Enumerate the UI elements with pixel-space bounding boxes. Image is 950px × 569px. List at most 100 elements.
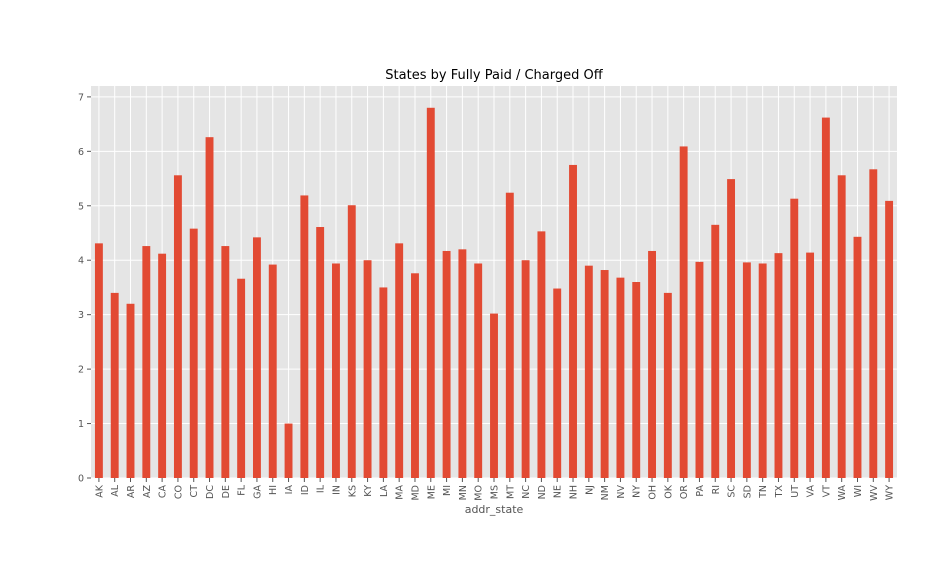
bar-DE [221, 246, 230, 478]
x-tick-label: NV [616, 485, 627, 499]
y-axis-ticks: 0 1 2 3 4 5 6 7 [78, 92, 91, 485]
bar-AL [110, 292, 119, 478]
bar-KS [347, 205, 356, 478]
bar-AK [94, 243, 103, 478]
y-tick-label: 6 [78, 147, 84, 158]
bar-CO [173, 175, 182, 479]
bar-HI [268, 264, 277, 478]
bar-OK [663, 292, 672, 478]
bar-ID [300, 195, 309, 478]
y-tick-label: 4 [78, 256, 84, 267]
x-tick-label: CT [189, 485, 200, 498]
bar-OH [648, 250, 656, 478]
bar-WY [885, 200, 894, 478]
bar-MN [458, 249, 467, 478]
bar-UT [790, 198, 799, 478]
bar-NM [600, 270, 609, 478]
bar-NE [553, 288, 562, 478]
x-tick-label: IN [331, 485, 342, 495]
x-tick-label: WY [885, 485, 896, 500]
x-tick-label: FL [237, 484, 248, 495]
x-tick-label: TN [758, 485, 769, 499]
bar-WV [869, 169, 878, 479]
bar-SD [742, 262, 751, 478]
bar-IN [332, 263, 340, 478]
bar-MO [474, 263, 483, 478]
x-tick-label: OR [679, 485, 690, 499]
bar-NV [616, 277, 625, 478]
x-axis-ticks: AK AL AR AZ CA CO CT DC DE FL GA HI IA ID IL IN KS KY LA MA… [94, 478, 896, 501]
x-tick-label: MI [442, 485, 453, 496]
x-tick-label: SD [742, 485, 753, 498]
bar-MI [442, 250, 451, 478]
y-tick-label: 3 [78, 310, 84, 321]
x-tick-label: NE [553, 485, 564, 498]
bar-MS [490, 313, 498, 478]
bar-WI [853, 236, 862, 478]
bar-NH [569, 164, 577, 478]
x-tick-label: CA [158, 485, 169, 499]
x-tick-label: IL [316, 484, 327, 493]
x-tick-label: KS [347, 485, 358, 497]
x-tick-label: AK [94, 484, 105, 497]
bar-VA [806, 252, 815, 478]
bar-IL [316, 227, 325, 478]
x-tick-label: MS [490, 485, 501, 499]
bar-AZ [142, 246, 151, 478]
bar-ND [537, 231, 546, 478]
x-tick-label: MN [458, 485, 469, 500]
bar-NY [632, 282, 641, 478]
x-tick-label: RI [711, 485, 722, 494]
bar-MD [411, 273, 419, 478]
y-tick-label: 7 [78, 92, 84, 103]
bar-WA [837, 175, 846, 479]
bar-FL [237, 278, 246, 478]
x-tick-label: NJ [584, 485, 595, 495]
x-tick-label: NH [569, 485, 580, 499]
x-tick-label: WA [837, 485, 848, 501]
y-tick-label: 0 [78, 474, 84, 485]
x-tick-label: ME [426, 485, 437, 499]
x-tick-label: MD [410, 485, 421, 501]
x-tick-label: ND [537, 485, 548, 499]
x-tick-label: MO [474, 485, 485, 501]
x-tick-label: NY [632, 485, 643, 498]
x-tick-label: OH [648, 485, 659, 500]
x-tick-label: LA [379, 485, 390, 498]
x-tick-label: DE [221, 485, 232, 498]
x-tick-label: AL [110, 484, 121, 496]
x-tick-label: ID [300, 485, 311, 495]
x-tick-label: VA [806, 484, 817, 497]
bar-ME [426, 107, 435, 479]
x-tick-label: HI [268, 485, 279, 495]
x-tick-label: AR [126, 485, 137, 498]
x-tick-label: AZ [142, 485, 153, 498]
bar-AR [126, 303, 135, 478]
x-tick-label: IA [284, 485, 295, 495]
x-tick-label: NC [521, 485, 532, 499]
bar-RI [711, 224, 720, 478]
bar-DC [205, 137, 214, 478]
y-tick-label: 1 [78, 419, 84, 430]
bar-CT [189, 228, 198, 478]
bar-SC [727, 179, 736, 478]
y-tick-label: 5 [78, 201, 84, 212]
bar-NJ [584, 265, 593, 478]
bar-VT [821, 117, 830, 479]
x-tick-label: WI [853, 485, 864, 497]
bar-OR [679, 146, 688, 478]
y-tick-label: 2 [78, 365, 84, 376]
chart-title: States by Fully Paid / Charged Off [385, 68, 603, 83]
x-tick-label: OK [663, 484, 674, 498]
bars [94, 107, 894, 479]
bar-CA [158, 253, 167, 478]
x-tick-label: VT [821, 485, 832, 497]
x-tick-label: SC [727, 485, 738, 498]
x-tick-label: UT [790, 485, 801, 498]
bar-PA [695, 261, 704, 478]
x-tick-label: DC [205, 485, 216, 499]
bar-TN [758, 263, 767, 478]
x-tick-label: NM [600, 485, 611, 500]
x-tick-label: PA [695, 485, 706, 497]
